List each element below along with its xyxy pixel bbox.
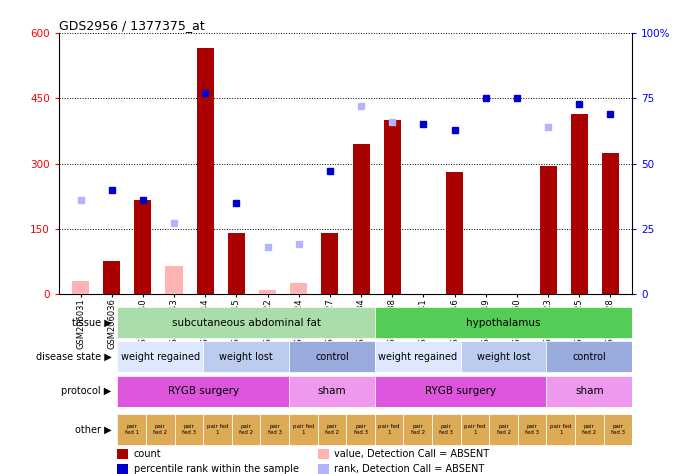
Bar (375, 341, 461, 373)
Bar (259, 290, 276, 294)
Text: RYGB surgery: RYGB surgery (425, 386, 496, 396)
Text: pair fed
1: pair fed 1 (207, 424, 228, 435)
Bar (602, 153, 619, 294)
Bar (232, 414, 261, 445)
Text: pair fed
1: pair fed 1 (379, 424, 400, 435)
Bar (290, 283, 307, 294)
Text: pair fed
1: pair fed 1 (550, 424, 571, 435)
Bar (575, 414, 604, 445)
Text: pair
fed 3: pair fed 3 (182, 424, 196, 435)
Bar (446, 172, 463, 294)
Bar (146, 414, 175, 445)
Text: subcutaneous abdominal fat: subcutaneous abdominal fat (171, 318, 321, 328)
Bar (547, 341, 632, 373)
Bar (175, 414, 203, 445)
Bar (165, 265, 182, 294)
Text: pair
fed 2: pair fed 2 (497, 424, 511, 435)
Bar (318, 414, 346, 445)
Text: pair
fed 3: pair fed 3 (611, 424, 625, 435)
Text: pair
fed 3: pair fed 3 (439, 424, 453, 435)
Text: RYGB surgery: RYGB surgery (168, 386, 239, 396)
Bar (547, 375, 632, 407)
Bar (318, 464, 328, 474)
Text: tissue ▶: tissue ▶ (72, 318, 112, 328)
Bar (203, 414, 232, 445)
Text: control: control (572, 352, 606, 362)
Bar (461, 341, 547, 373)
Text: protocol ▶: protocol ▶ (61, 386, 112, 396)
Bar (321, 233, 339, 294)
Text: rank, Detection Call = ABSENT: rank, Detection Call = ABSENT (334, 464, 484, 474)
Bar (117, 375, 289, 407)
Text: pair fed
1: pair fed 1 (464, 424, 486, 435)
Bar (197, 48, 214, 294)
Text: value, Detection Call = ABSENT: value, Detection Call = ABSENT (334, 449, 489, 459)
Bar (432, 414, 461, 445)
Bar (547, 414, 575, 445)
Bar (117, 341, 203, 373)
Bar (604, 414, 632, 445)
Bar (571, 114, 588, 294)
Bar (289, 341, 375, 373)
Bar (203, 341, 289, 373)
Text: pair fed
1: pair fed 1 (293, 424, 314, 435)
Text: weight regained: weight regained (378, 352, 457, 362)
Text: count: count (133, 449, 161, 459)
Text: other ▶: other ▶ (75, 424, 112, 435)
Bar (518, 414, 547, 445)
Bar (117, 307, 375, 338)
Text: disease state ▶: disease state ▶ (36, 352, 112, 362)
Text: pair
fed 2: pair fed 2 (583, 424, 596, 435)
Text: pair
fed 2: pair fed 2 (239, 424, 253, 435)
Text: pair
fed 3: pair fed 3 (525, 424, 539, 435)
Bar (103, 261, 120, 294)
Text: weight lost: weight lost (477, 352, 531, 362)
Bar (346, 414, 375, 445)
Text: weight regained: weight regained (121, 352, 200, 362)
Text: hypothalamus: hypothalamus (466, 318, 541, 328)
Bar (461, 414, 489, 445)
Text: pair
fed 3: pair fed 3 (267, 424, 282, 435)
Text: pair
fed 2: pair fed 2 (410, 424, 425, 435)
Text: percentile rank within the sample: percentile rank within the sample (133, 464, 299, 474)
Bar (261, 414, 289, 445)
Text: GDS2956 / 1377375_at: GDS2956 / 1377375_at (59, 19, 205, 32)
Bar (289, 414, 318, 445)
Text: control: control (315, 352, 349, 362)
Bar (289, 375, 375, 407)
Text: sham: sham (575, 386, 604, 396)
Bar (375, 307, 632, 338)
Bar (489, 414, 518, 445)
Text: pair
fed 1: pair fed 1 (124, 424, 139, 435)
Bar (117, 449, 128, 459)
Text: weight lost: weight lost (219, 352, 273, 362)
Text: pair
fed 2: pair fed 2 (153, 424, 167, 435)
Bar (134, 201, 151, 294)
Bar (404, 414, 432, 445)
Bar (72, 281, 89, 294)
Bar (117, 464, 128, 474)
Bar (318, 449, 328, 459)
Bar (228, 233, 245, 294)
Text: pair
fed 2: pair fed 2 (325, 424, 339, 435)
Bar (375, 414, 404, 445)
Bar (375, 375, 547, 407)
Text: sham: sham (318, 386, 346, 396)
Bar (540, 166, 557, 294)
Bar (352, 144, 370, 294)
Text: pair
fed 3: pair fed 3 (354, 424, 368, 435)
Bar (117, 414, 146, 445)
Bar (384, 120, 401, 294)
